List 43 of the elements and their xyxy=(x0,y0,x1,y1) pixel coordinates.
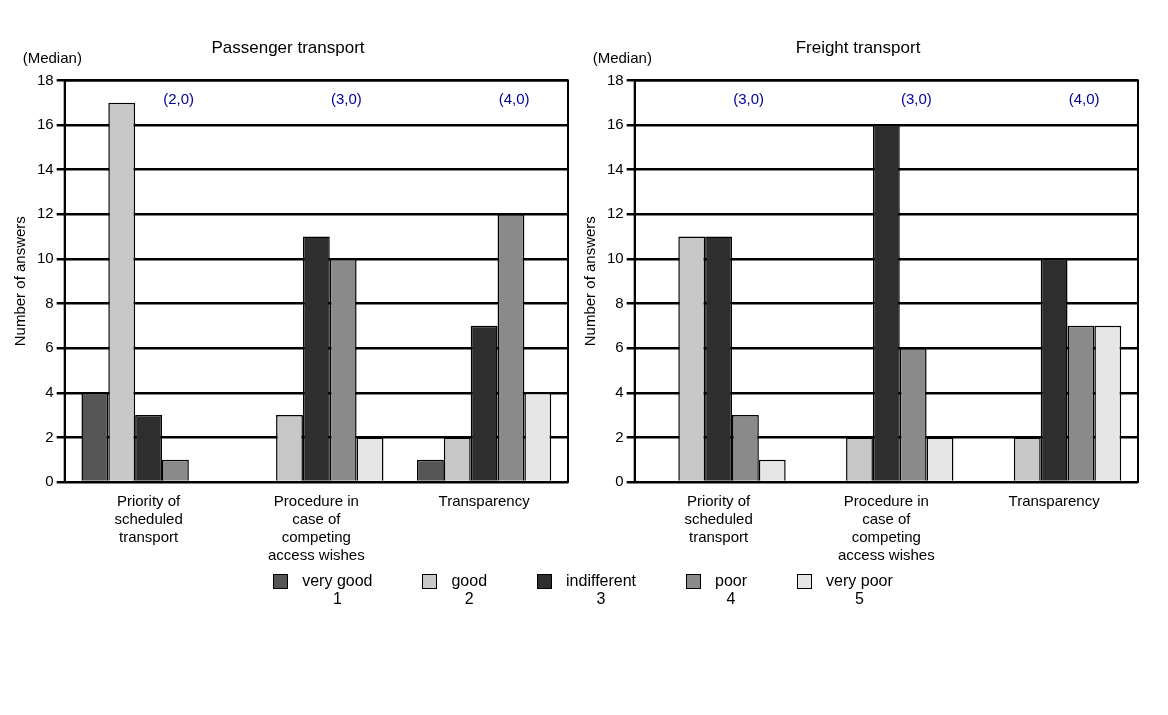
x-tick-label: Transparency xyxy=(438,492,531,510)
legend-label: good 2 xyxy=(451,572,488,608)
y-axis-title: Number of answers xyxy=(581,216,599,347)
y-tick-label: 14 xyxy=(607,159,624,177)
y-tick-label: 8 xyxy=(615,293,624,311)
legend-label: very good 1 xyxy=(302,572,373,608)
y-tick-label: 4 xyxy=(615,382,624,400)
legend-label: poor 4 xyxy=(715,572,748,608)
x-tick-label: Procedure in case of competing access wishes xyxy=(837,492,935,564)
y-tick-label: 12 xyxy=(607,204,624,222)
y-tick-label: 16 xyxy=(607,115,624,133)
annotation: (4,0) xyxy=(1068,90,1100,108)
y-tick-label: 2 xyxy=(45,427,54,445)
y-tick-label: 10 xyxy=(607,249,624,267)
x-tick-label: Priority of scheduled transport xyxy=(684,492,753,546)
x-tick-label: Procedure in case of competing access wishes xyxy=(267,492,365,564)
chart-title: Passenger transport xyxy=(211,37,365,57)
text: (Median) xyxy=(592,49,652,67)
y-tick-label: 16 xyxy=(37,115,54,133)
annotation: (3,0) xyxy=(330,90,362,108)
y-tick-label: 6 xyxy=(45,338,54,356)
y-axis-title: Number of answers xyxy=(11,216,29,347)
annotation: (3,0) xyxy=(733,90,764,108)
annotation: (3,0) xyxy=(900,90,932,108)
x-tick-label: Transparency xyxy=(1008,492,1101,510)
y-tick-label: 4 xyxy=(45,382,54,400)
y-tick-label: 18 xyxy=(607,70,624,88)
y-tick-label: 18 xyxy=(37,70,54,88)
y-tick-label: 0 xyxy=(615,472,624,490)
legend-label: indifferent 3 xyxy=(566,572,637,608)
y-tick-label: 8 xyxy=(45,293,54,311)
text: (Median) xyxy=(22,49,82,67)
y-tick-label: 12 xyxy=(37,204,54,222)
y-tick-label: 10 xyxy=(37,249,54,267)
y-tick-label: 0 xyxy=(45,472,54,490)
x-tick-label: Priority of scheduled transport xyxy=(114,492,183,546)
annotation: (4,0) xyxy=(498,90,530,108)
y-tick-label: 6 xyxy=(615,338,624,356)
y-tick-label: 14 xyxy=(37,159,54,177)
y-tick-label: 2 xyxy=(615,427,624,445)
annotation: (2,0) xyxy=(163,90,194,108)
chart-title: Freight transport xyxy=(795,37,921,57)
legend-label: very poor 5 xyxy=(826,572,893,608)
